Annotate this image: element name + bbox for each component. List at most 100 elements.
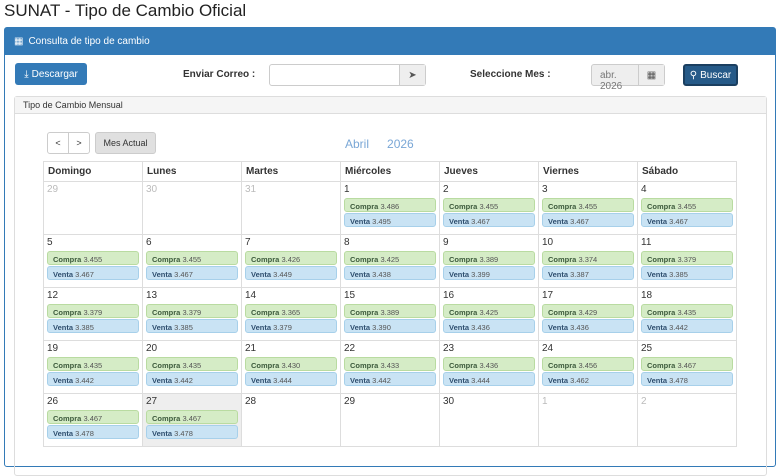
calendar-day[interactable]: 29 bbox=[43, 181, 143, 235]
calendar-day[interactable]: 20 Compra 3.435 Venta 3.442 bbox=[142, 340, 242, 394]
day-number: 13 bbox=[146, 290, 158, 301]
sell-label: Venta bbox=[647, 323, 668, 332]
day-number: 1 bbox=[344, 184, 350, 195]
calendar-week: 29 30 31 1 Compra 3.486 Venta 3.495 2 Compra 3.… bbox=[43, 181, 737, 235]
day-number: 4 bbox=[641, 184, 647, 195]
buy-label: Compra bbox=[548, 361, 577, 370]
day-number: 19 bbox=[47, 343, 59, 354]
sell-rate: 3.442 bbox=[669, 323, 688, 332]
calendar-day[interactable]: 15 Compra 3.389 Venta 3.390 bbox=[340, 287, 440, 341]
calendar-day[interactable]: 3 Compra 3.455 Venta 3.467 bbox=[538, 181, 638, 235]
calendar-day[interactable]: 30 bbox=[439, 393, 539, 447]
buy-rate-badge: Compra 3.433 bbox=[344, 357, 436, 371]
sell-label: Venta bbox=[53, 270, 74, 279]
calendar-day[interactable]: 11 Compra 3.379 Venta 3.385 bbox=[637, 234, 737, 288]
search-button[interactable]: ⚲ Buscar bbox=[683, 64, 738, 86]
sell-rate: 3.436 bbox=[570, 323, 589, 332]
month-group: abr. 2026 ▦ bbox=[591, 64, 665, 92]
weekday-header: Lunes bbox=[142, 161, 242, 182]
buy-rate-badge: Compra 3.455 bbox=[641, 198, 733, 212]
sell-label: Venta bbox=[449, 217, 470, 226]
sell-label: Venta bbox=[251, 270, 272, 279]
buy-rate-badge: Compra 3.425 bbox=[443, 304, 535, 318]
calendar-day[interactable]: 26 Compra 3.467 Venta 3.478 bbox=[43, 393, 143, 447]
monthly-panel: Tipo de Cambio Mensual < > Mes Actual Ab… bbox=[14, 96, 767, 476]
buy-rate: 3.379 bbox=[182, 308, 202, 317]
day-number: 22 bbox=[344, 343, 356, 354]
calendar-day[interactable]: 27 Compra 3.467 Venta 3.478 bbox=[142, 393, 242, 447]
sell-rate: 3.467 bbox=[471, 217, 490, 226]
buy-label: Compra bbox=[53, 361, 82, 370]
calendar-day[interactable]: 28 bbox=[241, 393, 341, 447]
send-email-button[interactable]: ➤ bbox=[399, 65, 425, 85]
calendar-day[interactable]: 2 bbox=[637, 393, 737, 447]
calendar-day[interactable]: 13 Compra 3.379 Venta 3.385 bbox=[142, 287, 242, 341]
download-button[interactable]: ⤓ Descargar bbox=[15, 63, 87, 85]
next-month-button[interactable]: > bbox=[68, 132, 90, 154]
calendar-day[interactable]: 2 Compra 3.455 Venta 3.467 bbox=[439, 181, 539, 235]
day-number: 2 bbox=[641, 396, 647, 407]
sell-rate: 3.385 bbox=[174, 323, 193, 332]
calendar-day[interactable]: 6 Compra 3.455 Venta 3.467 bbox=[142, 234, 242, 288]
day-number: 21 bbox=[245, 343, 257, 354]
buy-label: Compra bbox=[152, 308, 181, 317]
buy-rate-badge: Compra 3.435 bbox=[641, 304, 733, 318]
calendar-day[interactable]: 12 Compra 3.379 Venta 3.385 bbox=[43, 287, 143, 341]
buy-rate: 3.429 bbox=[578, 308, 598, 317]
calendar-day[interactable]: 21 Compra 3.430 Venta 3.444 bbox=[241, 340, 341, 394]
month-label: Seleccione Mes : bbox=[470, 69, 551, 80]
calendar-day[interactable]: 1 Compra 3.486 Venta 3.495 bbox=[340, 181, 440, 235]
calendar-day[interactable]: 18 Compra 3.435 Venta 3.442 bbox=[637, 287, 737, 341]
calendar-day[interactable]: 9 Compra 3.389 Venta 3.399 bbox=[439, 234, 539, 288]
buy-rate-badge: Compra 3.379 bbox=[641, 251, 733, 265]
buy-rate-badge: Compra 3.455 bbox=[542, 198, 634, 212]
sell-rate-badge: Venta 3.385 bbox=[146, 319, 238, 333]
sell-rate-badge: Venta 3.467 bbox=[47, 266, 139, 280]
calendar-day[interactable]: 1 bbox=[538, 393, 638, 447]
calendar-day[interactable]: 30 bbox=[142, 181, 242, 235]
month-picker-button[interactable]: ▦ bbox=[638, 65, 664, 85]
sell-rate: 3.399 bbox=[471, 270, 490, 279]
page-title: SUNAT - Tipo de Cambio Oficial bbox=[4, 1, 247, 20]
sell-label: Venta bbox=[152, 376, 173, 385]
calendar-day[interactable]: 23 Compra 3.436 Venta 3.444 bbox=[439, 340, 539, 394]
buy-rate: 3.379 bbox=[83, 308, 103, 317]
month-name: Abril bbox=[345, 137, 370, 151]
calendar-day[interactable]: 16 Compra 3.425 Venta 3.436 bbox=[439, 287, 539, 341]
calendar-day[interactable]: 8 Compra 3.425 Venta 3.438 bbox=[340, 234, 440, 288]
calendar-day[interactable]: 25 Compra 3.467 Venta 3.478 bbox=[637, 340, 737, 394]
sell-rate-badge: Venta 3.436 bbox=[542, 319, 634, 333]
buy-label: Compra bbox=[548, 308, 577, 317]
sell-rate: 3.444 bbox=[273, 376, 292, 385]
day-number: 16 bbox=[443, 290, 455, 301]
calendar-day[interactable]: 7 Compra 3.426 Venta 3.449 bbox=[241, 234, 341, 288]
calendar-day[interactable]: 17 Compra 3.429 Venta 3.436 bbox=[538, 287, 638, 341]
calendar-day[interactable]: 29 bbox=[340, 393, 440, 447]
month-input[interactable]: abr. 2026 bbox=[600, 70, 623, 92]
current-month-button[interactable]: Mes Actual bbox=[95, 132, 156, 154]
calendar-day[interactable]: 4 Compra 3.455 Venta 3.467 bbox=[637, 181, 737, 235]
calendar-day[interactable]: 5 Compra 3.455 Venta 3.467 bbox=[43, 234, 143, 288]
paper-plane-icon: ➤ bbox=[408, 69, 417, 81]
buy-rate-badge: Compra 3.467 bbox=[641, 357, 733, 371]
day-number: 3 bbox=[542, 184, 548, 195]
day-number: 29 bbox=[344, 396, 356, 407]
calendar-day[interactable]: 19 Compra 3.435 Venta 3.442 bbox=[43, 340, 143, 394]
sell-rate-badge: Venta 3.467 bbox=[641, 213, 733, 227]
buy-rate-badge: Compra 3.456 bbox=[542, 357, 634, 371]
buy-label: Compra bbox=[449, 308, 478, 317]
day-number: 7 bbox=[245, 237, 251, 248]
calendar-day[interactable]: 22 Compra 3.433 Venta 3.442 bbox=[340, 340, 440, 394]
sell-rate-badge: Venta 3.442 bbox=[641, 319, 733, 333]
calendar-day[interactable]: 31 bbox=[241, 181, 341, 235]
sell-label: Venta bbox=[548, 376, 569, 385]
prev-month-button[interactable]: < bbox=[47, 132, 69, 154]
calendar-day[interactable]: 24 Compra 3.456 Venta 3.462 bbox=[538, 340, 638, 394]
calendar-day[interactable]: 10 Compra 3.374 Venta 3.387 bbox=[538, 234, 638, 288]
sell-label: Venta bbox=[350, 376, 371, 385]
exchange-panel: ▦ Consulta de tipo de cambio ⤓ Descargar E… bbox=[4, 27, 776, 476]
buy-rate: 3.425 bbox=[380, 255, 400, 264]
buy-rate-badge: Compra 3.430 bbox=[245, 357, 337, 371]
calendar-day[interactable]: 14 Compra 3.365 Venta 3.379 bbox=[241, 287, 341, 341]
email-input[interactable] bbox=[270, 65, 399, 85]
